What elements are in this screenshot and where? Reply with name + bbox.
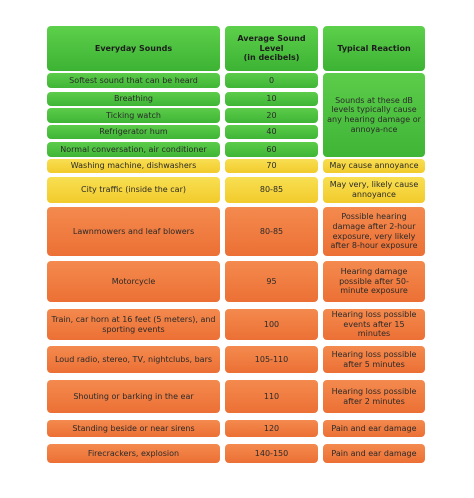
- reaction-cell: Hearing loss possible after 2 minutes: [323, 380, 425, 413]
- header-unit: (in decibels): [243, 53, 300, 63]
- level-cell: 60: [225, 142, 318, 157]
- sound-cell: Ticking watch: [47, 108, 220, 123]
- sound-cell: Train, car horn at 16 feet (5 meters), a…: [47, 309, 220, 340]
- sound-cell: Shouting or barking in the ear: [47, 380, 220, 413]
- sound-cell: Loud radio, stereo, TV, nightclubs, bars: [47, 346, 220, 373]
- level-cell: 105-110: [225, 346, 318, 373]
- header-cell: Typical Reaction: [323, 26, 425, 71]
- reaction-cell: May cause annoyance: [323, 159, 425, 173]
- reaction-cell: Sounds at these dB levels typically caus…: [323, 73, 425, 157]
- sound-cell: Refrigerator hum: [47, 125, 220, 139]
- sound-cell: Washing machine, dishwashers: [47, 159, 220, 173]
- sound-cell: City traffic (inside the car): [47, 177, 220, 203]
- reaction-cell: Pain and ear damage: [323, 444, 425, 463]
- level-cell: 20: [225, 108, 318, 123]
- sound-cell: Normal conversation, air conditioner: [47, 142, 220, 157]
- sound-cell: Standing beside or near sirens: [47, 420, 220, 437]
- sound-cell: Firecrackers, explosion: [47, 444, 220, 463]
- level-cell: 70: [225, 159, 318, 173]
- level-cell: 110: [225, 380, 318, 413]
- level-cell: 140-150: [225, 444, 318, 463]
- level-cell: 10: [225, 92, 318, 106]
- level-cell: 40: [225, 125, 318, 139]
- reaction-cell: Hearing loss possible events after 15 mi…: [323, 309, 425, 340]
- sound-cell: Lawnmowers and leaf blowers: [47, 207, 220, 256]
- level-cell: 95: [225, 261, 318, 302]
- header-title: Average Sound Level: [237, 34, 306, 53]
- header-cell: Average Sound Level (in decibels): [225, 26, 318, 71]
- reaction-cell: May very, likely cause annoyance: [323, 177, 425, 203]
- level-cell: 120: [225, 420, 318, 437]
- level-cell: 0: [225, 73, 318, 88]
- reaction-cell: Hearing loss possible after 5 minutes: [323, 346, 425, 373]
- level-cell: 80-85: [225, 177, 318, 203]
- sound-cell: Breathing: [47, 92, 220, 106]
- header-cell: Everyday Sounds: [47, 26, 220, 71]
- reaction-cell: Possible hearing damage after 2-hour exp…: [323, 207, 425, 256]
- sound-cell: Motorcycle: [47, 261, 220, 302]
- reaction-cell: Pain and ear damage: [323, 420, 425, 437]
- level-cell: 100: [225, 309, 318, 340]
- sound-cell: Softest sound that can be heard: [47, 73, 220, 88]
- level-cell: 80-85: [225, 207, 318, 256]
- reaction-cell: Hearing damage possible after 50-minute …: [323, 261, 425, 302]
